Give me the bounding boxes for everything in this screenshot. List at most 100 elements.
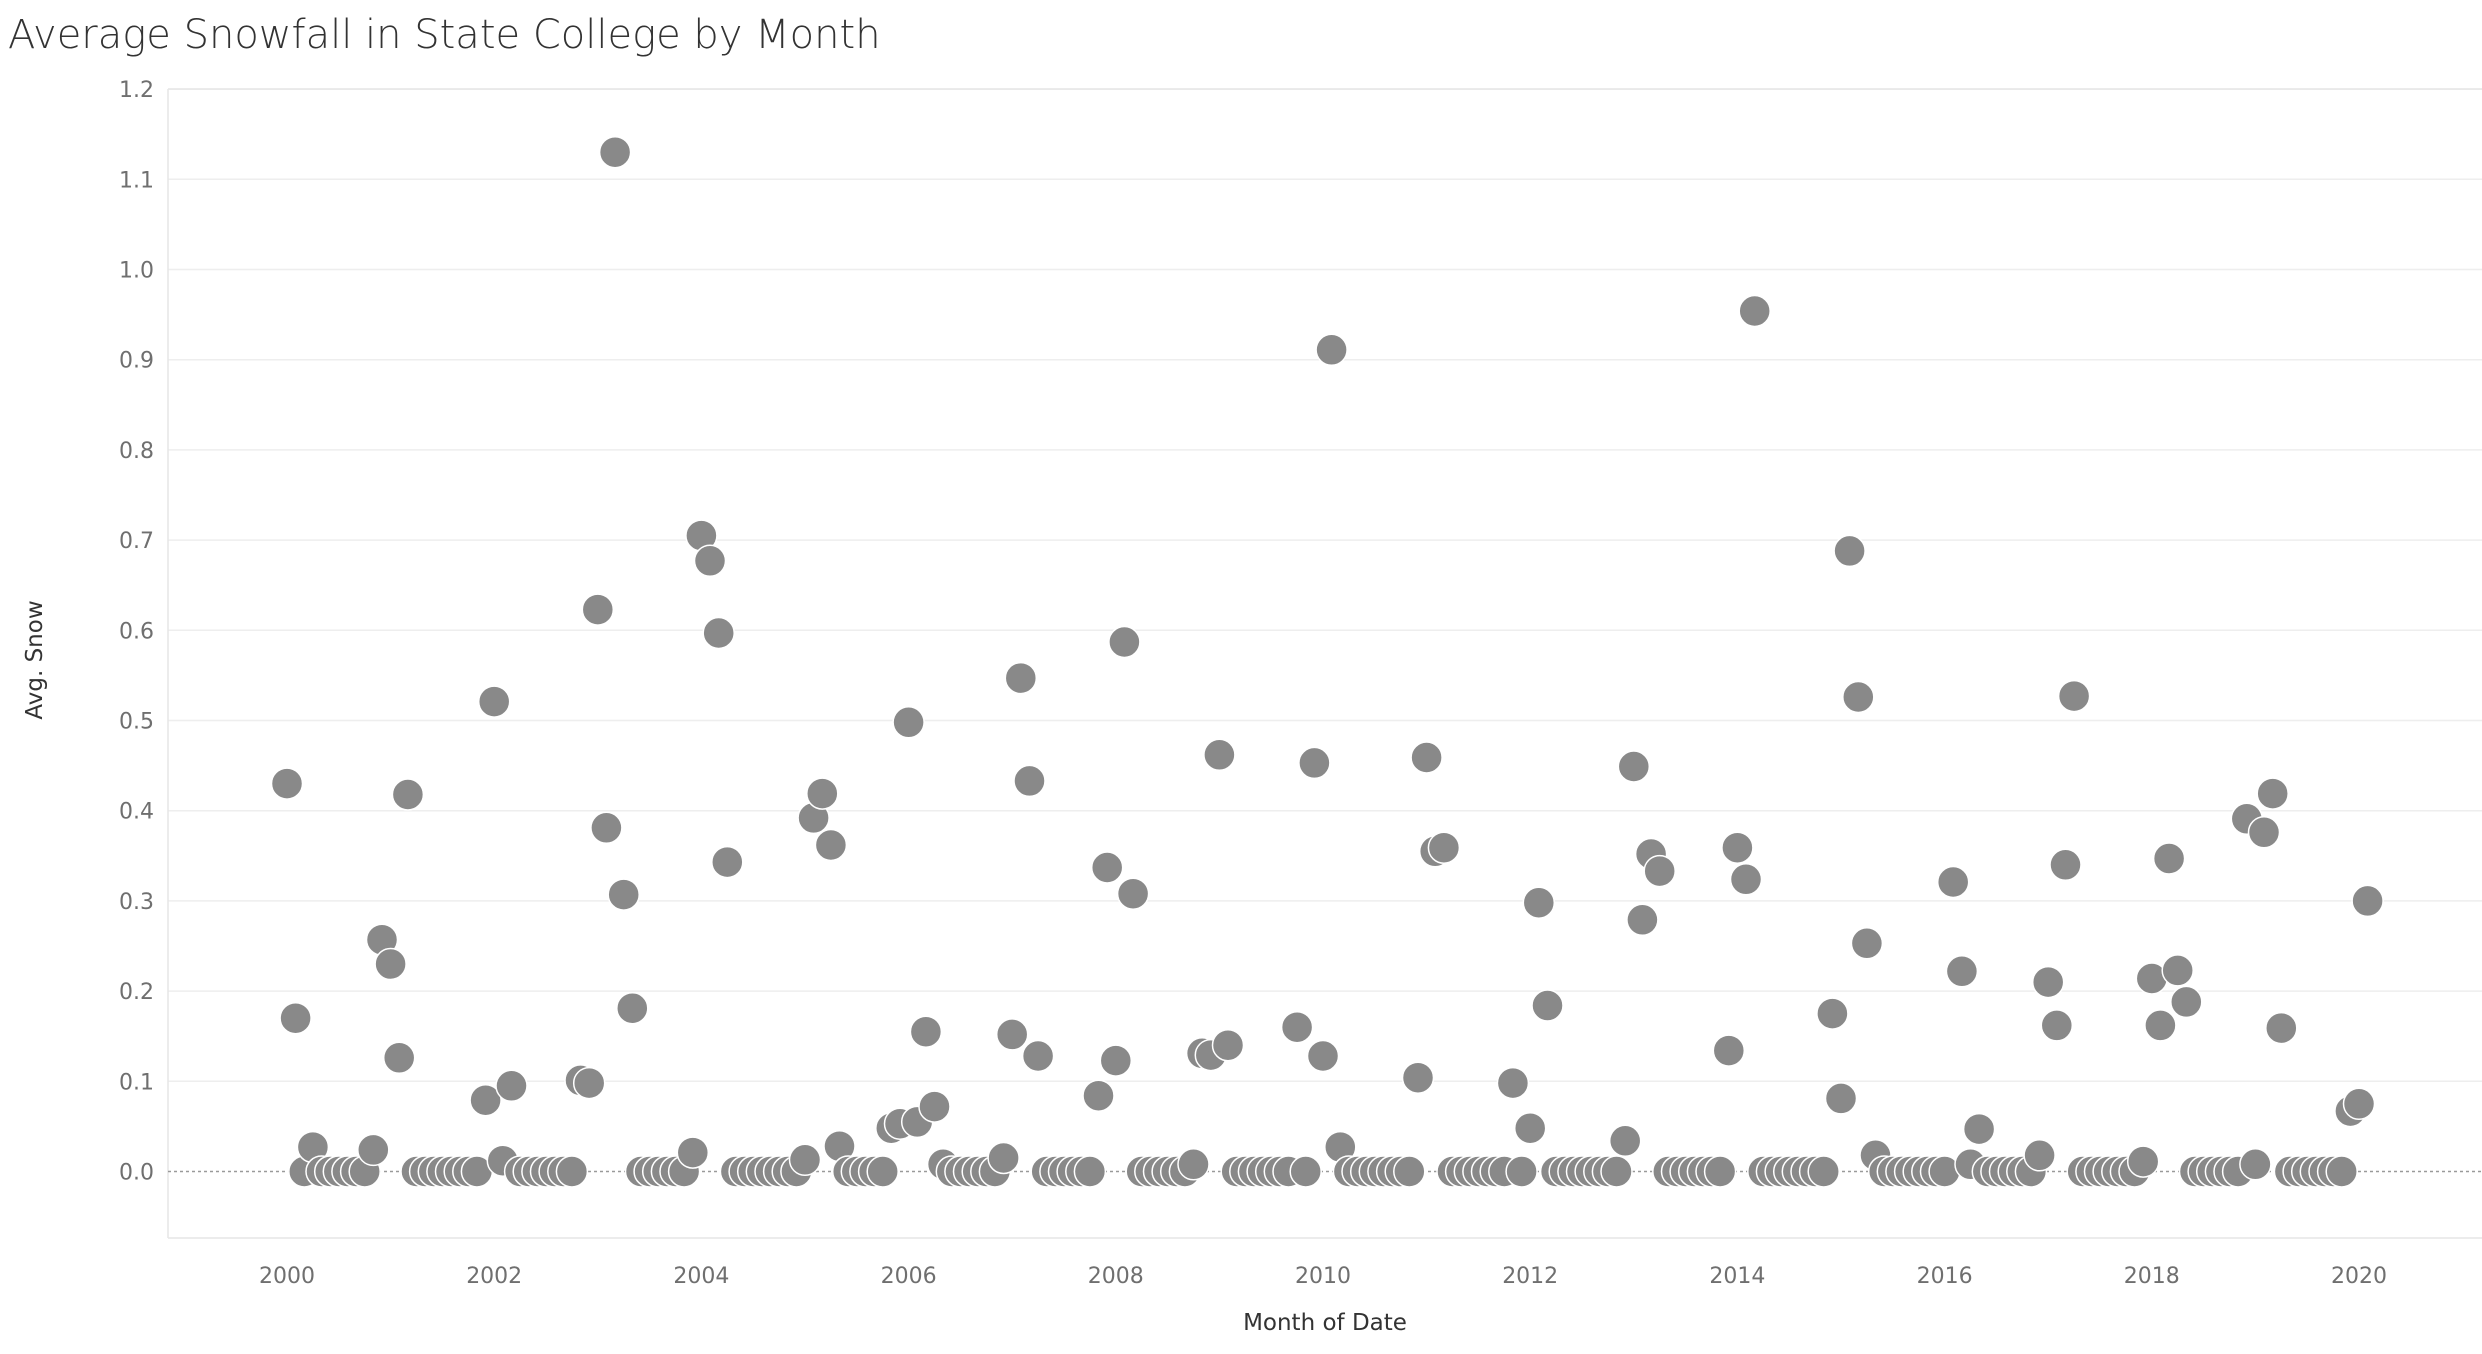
gridlines (168, 88, 2482, 1083)
data-point (866, 1155, 899, 1188)
data-point (1203, 738, 1236, 772)
data-point (1099, 1044, 1133, 1077)
data-point (1315, 333, 1348, 367)
data-point (918, 1090, 951, 1123)
x-tick-label: 2010 (1295, 1264, 1351, 1289)
y-tick-label: 0.5 (119, 710, 154, 735)
data-point (1090, 851, 1124, 884)
data-point (1116, 877, 1150, 910)
y-tick-label: 0.0 (119, 1161, 154, 1186)
data-point (2239, 1148, 2272, 1181)
data-point (1617, 750, 1651, 783)
data-point (1600, 1155, 1633, 1188)
y-tick-label: 0.3 (119, 890, 154, 915)
y-tick-label: 0.9 (119, 349, 154, 374)
data-point (469, 1083, 502, 1117)
data-point (1013, 764, 1046, 798)
data-points (270, 135, 2384, 1188)
data-point (1108, 625, 1141, 659)
data-point (1427, 831, 1461, 864)
data-point (1626, 903, 1659, 937)
data-point (1496, 1066, 1530, 1100)
data-point (1211, 1028, 1245, 1062)
data-point (1842, 680, 1875, 714)
data-point (1962, 1112, 1996, 1146)
x-tick-label: 2006 (881, 1264, 937, 1289)
data-point (1021, 1039, 1055, 1073)
data-point (1712, 1034, 1746, 1067)
x-tick-label: 2000 (259, 1264, 315, 1289)
data-point (2161, 954, 2194, 987)
data-point (2040, 1009, 2074, 1042)
y-tick-label: 0.2 (119, 980, 154, 1005)
data-point (2144, 1009, 2177, 1042)
data-point (477, 685, 511, 718)
x-tick-label: 2012 (1502, 1264, 1558, 1289)
data-point (806, 777, 839, 810)
data-point (2126, 1145, 2160, 1178)
data-point (1703, 1155, 1737, 1188)
data-point (2152, 842, 2186, 875)
data-point (2247, 816, 2281, 849)
data-point (1721, 831, 1754, 864)
data-point (1082, 1079, 1115, 1112)
data-point (581, 593, 615, 626)
data-point (1643, 854, 1676, 888)
x-axis-ticks: 2000 2002 2004 2006 2008 2010 2012 2014 2016 2018… (259, 1264, 2387, 1289)
data-point (1298, 746, 1331, 780)
data-point (987, 1141, 1020, 1175)
data-point (702, 616, 735, 650)
data-point (1280, 1010, 1314, 1044)
data-point (1738, 294, 1771, 328)
data-point (1522, 886, 1556, 919)
y-tick-label: 0.6 (119, 619, 154, 644)
data-point (1833, 534, 1866, 568)
data-point (279, 1001, 312, 1035)
data-point (2351, 884, 2384, 918)
x-tick-label: 2014 (1709, 1264, 1765, 1289)
data-point (788, 1143, 822, 1177)
data-point (616, 991, 649, 1025)
data-point (2023, 1139, 2056, 1172)
data-point (495, 1069, 528, 1103)
y-tick-label: 0.4 (119, 800, 154, 825)
x-tick-label: 2018 (2124, 1264, 2180, 1289)
data-point (2265, 1011, 2298, 1045)
data-point (1945, 955, 1979, 988)
data-point (995, 1018, 1029, 1051)
data-point (909, 1015, 943, 1048)
data-point (1073, 1155, 1107, 1188)
data-point (357, 1133, 390, 1167)
data-point (382, 1041, 416, 1075)
data-point (2256, 777, 2289, 810)
data-point (1816, 997, 1849, 1030)
data-point (1824, 1082, 1858, 1115)
data-point (676, 1136, 710, 1169)
data-point (2170, 985, 2203, 1019)
y-tick-label: 0.7 (119, 529, 154, 554)
x-axis-title: Month of Date (1243, 1310, 1407, 1336)
y-tick-label: 0.8 (119, 439, 154, 464)
chart-title: Average Snowfall in State College by Mon… (8, 12, 881, 58)
x-tick-label: 2008 (1088, 1264, 1144, 1289)
x-tick-label: 2002 (466, 1264, 522, 1289)
data-point (1177, 1148, 1210, 1181)
y-tick-label: 1.2 (119, 78, 154, 103)
data-point (2342, 1087, 2376, 1121)
data-point (1807, 1155, 1840, 1188)
data-point (1531, 989, 1564, 1022)
y-tick-label: 0.1 (119, 1070, 154, 1095)
data-point (590, 811, 623, 845)
y-axis-title: Avg. Snow (22, 600, 48, 719)
data-point (1289, 1155, 1322, 1188)
data-point (1306, 1039, 1340, 1073)
data-point (1393, 1155, 1426, 1188)
data-point (1729, 863, 1763, 896)
x-tick-label: 2020 (2331, 1264, 2387, 1289)
data-point (1608, 1124, 1642, 1158)
data-point (572, 1066, 606, 1100)
data-point (607, 878, 640, 911)
data-point (2057, 679, 2091, 713)
x-tick-label: 2016 (1917, 1264, 1973, 1289)
